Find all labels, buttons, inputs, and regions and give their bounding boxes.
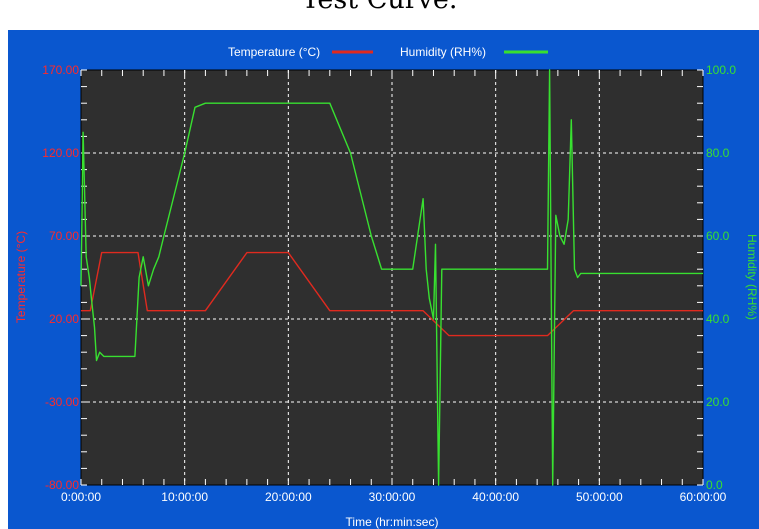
x-tick-label: 10:00:00: [161, 490, 208, 504]
y2-tick-label: 0.0: [706, 478, 723, 492]
x-tick-label: 60:00:00: [680, 490, 727, 504]
plot-area: [80, 69, 704, 486]
y2-tick-label: 20.0: [706, 395, 730, 409]
y2-tick-label: 100.0: [706, 63, 736, 77]
x-tick-label: 50:00:00: [576, 490, 623, 504]
y2-tick-label: 80.0: [706, 146, 730, 160]
y-tick-label: 70.00: [49, 229, 79, 243]
y-tick-label: 170.00: [42, 63, 79, 77]
y-tick-label: 20.00: [49, 312, 79, 326]
x-tick-label: 20:00:00: [265, 490, 312, 504]
legend-humidity-label: Humidity (RH%): [400, 45, 486, 59]
x-tick-label: 30:00:00: [369, 490, 416, 504]
y2-tick-label: 60.0: [706, 229, 730, 243]
temperature-line: [81, 251, 703, 337]
y-axis-title: Temperature (°C): [14, 231, 28, 323]
x-tick-label: 40:00:00: [472, 490, 519, 504]
x-axis-title: Time (hr:min:sec): [346, 515, 439, 529]
y-tick-label: -80.00: [45, 478, 79, 492]
y2-axis-title: Humidity (RH%): [745, 234, 759, 320]
humidity-line: [80, 69, 703, 486]
y2-tick-label: 40.0: [706, 312, 730, 326]
legend-temperature-label: Temperature (°C): [228, 45, 320, 59]
x-tick-label: 0:00:00: [61, 490, 101, 504]
y-tick-label: 120.00: [42, 146, 79, 160]
page-title: Test Curve.: [0, 0, 759, 15]
y-tick-label: -30.00: [45, 395, 79, 409]
